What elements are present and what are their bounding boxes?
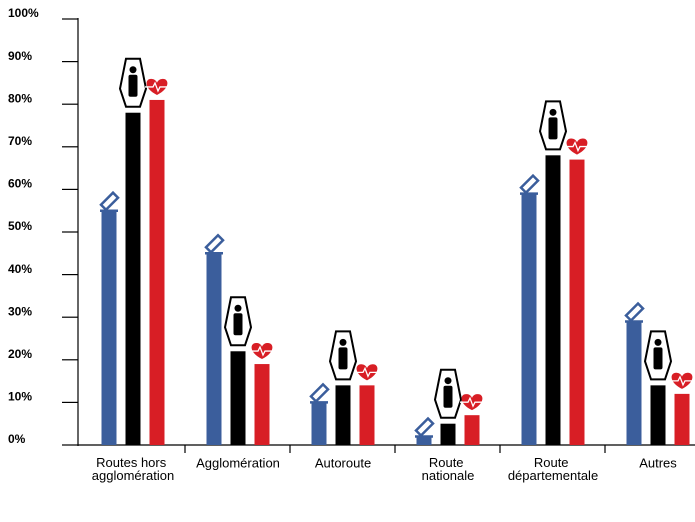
x-tick-label-line: Route	[429, 455, 467, 470]
y-tick-label: 60%	[8, 177, 32, 191]
x-tick-label-line: Routes hors	[96, 455, 170, 470]
icon-shape	[624, 301, 645, 323]
x-tick-label-line: nationale	[422, 468, 475, 483]
bar-icon	[145, 78, 169, 95]
x-tick-label: Route départementale	[508, 455, 598, 483]
bar-icon	[250, 342, 274, 360]
x-tick-label-line: Route	[534, 455, 572, 470]
bar-icon	[433, 368, 463, 419]
icon-shape	[519, 173, 540, 195]
bar	[230, 351, 246, 445]
bar	[626, 321, 642, 445]
icon-shape	[670, 375, 694, 387]
bar	[101, 210, 117, 445]
icon-shape	[204, 233, 225, 255]
bar	[464, 415, 480, 445]
icon-shape	[250, 345, 274, 357]
icon-shape	[128, 74, 138, 97]
y-tick-label: 90%	[8, 49, 32, 63]
y-tick-label: 20%	[8, 347, 32, 361]
icon-shape	[653, 347, 663, 370]
bar-icon	[565, 138, 589, 155]
y-tick-label: 40%	[8, 262, 32, 276]
icon-shape	[355, 366, 379, 378]
x-tick-label: Routes hors agglomération	[92, 455, 174, 483]
icon-shape	[99, 190, 120, 212]
bar-icon	[643, 330, 673, 381]
x-tick-label: Autoroute	[315, 455, 371, 470]
icon-shape	[548, 117, 558, 140]
y-tick-label: 10%	[8, 390, 32, 404]
x-tick-label-line: agglomération	[92, 468, 174, 483]
bar-icon	[414, 416, 435, 438]
x-tick-label: Agglomération	[196, 455, 280, 470]
bar-icon	[99, 190, 120, 212]
bar-icon	[538, 100, 568, 151]
icon-shape	[129, 66, 137, 74]
bar	[359, 385, 375, 445]
bar-icon	[519, 173, 540, 195]
bar-icon	[624, 301, 645, 323]
bar	[125, 112, 141, 445]
bar	[311, 402, 327, 445]
icon-shape	[233, 313, 243, 336]
bar	[206, 253, 222, 445]
icon-shape	[338, 347, 348, 370]
x-tick-label: Autres	[639, 455, 677, 470]
y-tick-label: 30%	[8, 304, 32, 318]
bar	[416, 436, 432, 445]
icon-shape	[443, 385, 453, 408]
icon-shape	[565, 140, 589, 153]
icon-shape	[145, 81, 169, 93]
icon-shape	[654, 338, 662, 346]
icon-shape	[234, 304, 242, 312]
x-tick-label-line: départementale	[508, 468, 598, 483]
y-tick-label: 100%	[8, 6, 39, 20]
bar	[650, 385, 666, 445]
bar	[149, 99, 165, 445]
bar	[440, 423, 456, 445]
y-tick-label: 80%	[8, 91, 32, 105]
bar-icon	[118, 57, 148, 108]
bar-icon	[309, 382, 330, 404]
icon-shape	[414, 416, 435, 438]
y-tick-label: 50%	[8, 219, 32, 233]
icon-shape	[339, 338, 347, 346]
icon-shape	[444, 377, 452, 385]
bar-icon	[223, 296, 253, 347]
bar-icon	[204, 233, 225, 255]
bar-icon	[355, 364, 379, 381]
bar	[254, 364, 270, 445]
icon-shape	[309, 382, 330, 404]
bar	[674, 393, 690, 445]
bar	[545, 155, 561, 445]
bar-icon	[670, 372, 694, 389]
icon-shape	[460, 396, 484, 408]
bar	[569, 159, 585, 445]
bar-icon	[460, 394, 484, 411]
bar-icon	[328, 330, 358, 381]
y-tick-label: 70%	[8, 134, 32, 148]
bar	[335, 385, 351, 445]
x-tick-label: Route nationale	[422, 455, 475, 483]
y-tick-label: 0%	[8, 432, 26, 446]
bar	[521, 193, 537, 445]
icon-shape	[549, 108, 557, 116]
